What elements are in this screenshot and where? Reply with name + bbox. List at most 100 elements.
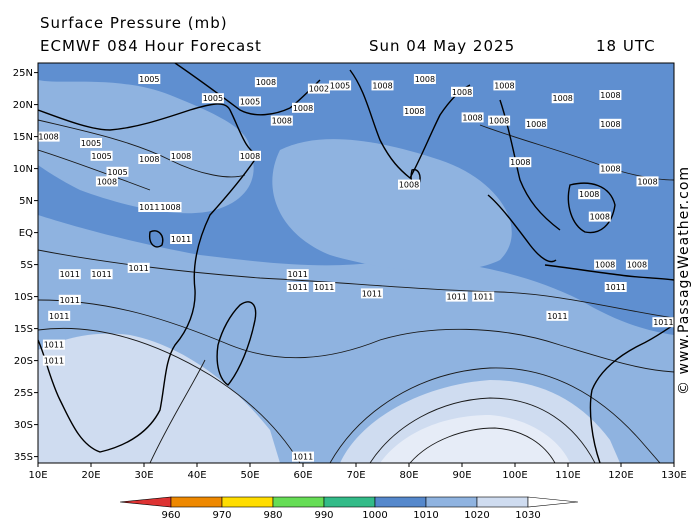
isobar-label: 1008 — [636, 176, 659, 187]
forecast-model: ECMWF 084 Hour Forecast — [40, 37, 262, 55]
isobar-label: 1008 — [254, 77, 277, 88]
svg-text:1008: 1008 — [293, 104, 313, 113]
lon-tick-label: 10E — [28, 470, 47, 481]
svg-text:1011: 1011 — [139, 203, 159, 212]
lat-tick-label: 20S — [14, 356, 33, 367]
lon-tick-label: 20E — [81, 470, 100, 481]
isobar-label: 1011 — [170, 234, 193, 244]
svg-text:1008: 1008 — [372, 81, 392, 90]
isobar-label: 1011 — [90, 269, 113, 280]
svg-text:1011: 1011 — [288, 283, 308, 292]
legend-swatch — [221, 496, 274, 508]
isobar-label: 1011 — [286, 269, 309, 280]
isobar-label: 1005 — [106, 166, 129, 177]
isobar-label: 1008 — [138, 154, 161, 164]
svg-text:1011: 1011 — [60, 270, 80, 279]
svg-text:1008: 1008 — [399, 181, 419, 190]
isobar-label: 1008 — [461, 112, 484, 123]
legend-swatch — [425, 496, 478, 508]
svg-text:1008: 1008 — [415, 75, 435, 84]
map-title: Surface Pressure (mb) — [40, 14, 228, 32]
legend-swatch — [272, 496, 325, 508]
pressure-zone-mid-eq — [272, 139, 512, 272]
isobar-label: 1008 — [371, 80, 394, 91]
legend-tick-label: 1020 — [464, 510, 489, 521]
lat-tick-label: 5S — [20, 260, 33, 271]
isobar-label: 1008 — [170, 150, 193, 161]
pressure-field: 1005 1008 1002 1005 1008 1008 1008 1008 1008 1008… — [38, 63, 674, 463]
svg-text:1005: 1005 — [203, 94, 223, 103]
svg-text:1008: 1008 — [240, 152, 260, 161]
svg-text:1002: 1002 — [309, 85, 329, 94]
lat-tick-label: 15S — [14, 324, 33, 335]
isobar-label: 1008 — [599, 163, 622, 174]
longitude-axis: 10E 20E 30E 40E 50E 60E 70E 80E 90E 100E 110E 120E 1… — [28, 463, 687, 481]
lon-tick-label: 90E — [452, 470, 471, 481]
isobar-label: 1008 — [594, 259, 617, 270]
svg-text:1008: 1008 — [553, 94, 573, 103]
svg-text:1008: 1008 — [627, 261, 647, 270]
svg-text:1008: 1008 — [452, 88, 472, 97]
legend-swatch — [476, 496, 529, 508]
legend-tick-label: 970 — [212, 510, 231, 521]
isobar-label: 1011 — [138, 202, 161, 212]
forecast-date: Sun 04 May 2025 — [369, 37, 516, 55]
legend-tick-label: 980 — [263, 510, 282, 521]
legend-tick-label: 1010 — [413, 510, 438, 521]
svg-text:1011: 1011 — [653, 318, 673, 327]
credit-watermark: © www.PassageWeather.com — [676, 165, 692, 395]
svg-text:1008: 1008 — [595, 261, 615, 270]
isobar-labels: 1005 1008 1002 1005 1008 1008 1008 1008 1008 1008… — [38, 74, 674, 462]
isobar-label: 1008 — [578, 189, 601, 200]
isobar-label: 1008 — [38, 131, 60, 142]
svg-text:1008: 1008 — [256, 78, 276, 87]
lon-tick-label: 70E — [346, 470, 365, 481]
svg-text:1008: 1008 — [139, 155, 159, 164]
lat-tick-label: 35S — [14, 452, 33, 463]
isobar-label: 1002 — [307, 83, 330, 94]
lat-tick-label: 10S — [14, 292, 33, 303]
lat-tick-label: 10N — [13, 164, 33, 175]
isobar-label: 1005 — [80, 138, 102, 148]
isobar-label: 1008 — [551, 93, 574, 104]
isobar-label: 1008 — [525, 118, 548, 129]
svg-text:1008: 1008 — [600, 91, 620, 100]
svg-text:1008: 1008 — [489, 117, 509, 126]
lon-tick-label: 130E — [661, 470, 686, 481]
legend-tick-label: 990 — [314, 510, 333, 521]
isobar-label: 1011 — [286, 282, 309, 292]
svg-text:1011: 1011 — [362, 289, 382, 298]
svg-text:1005: 1005 — [81, 139, 101, 148]
lat-tick-label: EQ — [19, 228, 33, 239]
lon-tick-label: 110E — [555, 470, 580, 481]
isobar-label: 1011 — [604, 282, 627, 292]
svg-text:1008: 1008 — [462, 113, 482, 122]
lon-tick-label: 120E — [608, 470, 633, 481]
isobar-label: 1011 — [48, 310, 71, 321]
isobar-label: 1011 — [313, 282, 336, 292]
coastlines — [38, 63, 674, 463]
isobar-label: 1008 — [509, 157, 532, 168]
isobar-label: 1008 — [398, 179, 420, 190]
isobar-label: 1008 — [292, 102, 314, 113]
isobar-label: 1005 — [239, 96, 261, 107]
isobar-label: 1005 — [201, 93, 224, 104]
legend-swatch — [374, 496, 427, 508]
isobar-label: 1011 — [445, 291, 468, 302]
svg-text:1008: 1008 — [510, 158, 530, 167]
svg-text:1008: 1008 — [637, 177, 657, 186]
pressure-legend: 960 970 980 990 1000 1010 1020 1030 — [119, 496, 579, 521]
isobar-label: 1008 — [413, 74, 436, 84]
lat-tick-label: 5N — [19, 196, 33, 207]
svg-text:1011: 1011 — [288, 270, 308, 279]
lon-tick-label: 80E — [399, 470, 418, 481]
svg-text:1008: 1008 — [600, 120, 620, 129]
lat-tick-label: 30S — [14, 420, 33, 431]
isobar-label: 1005 — [90, 150, 113, 161]
svg-text:1011: 1011 — [129, 264, 149, 273]
svg-text:1008: 1008 — [160, 203, 180, 212]
svg-text:1005: 1005 — [139, 75, 159, 84]
isobar-label: 1008 — [239, 150, 261, 161]
svg-text:1011: 1011 — [473, 293, 493, 302]
lon-tick-label: 60E — [293, 470, 312, 481]
